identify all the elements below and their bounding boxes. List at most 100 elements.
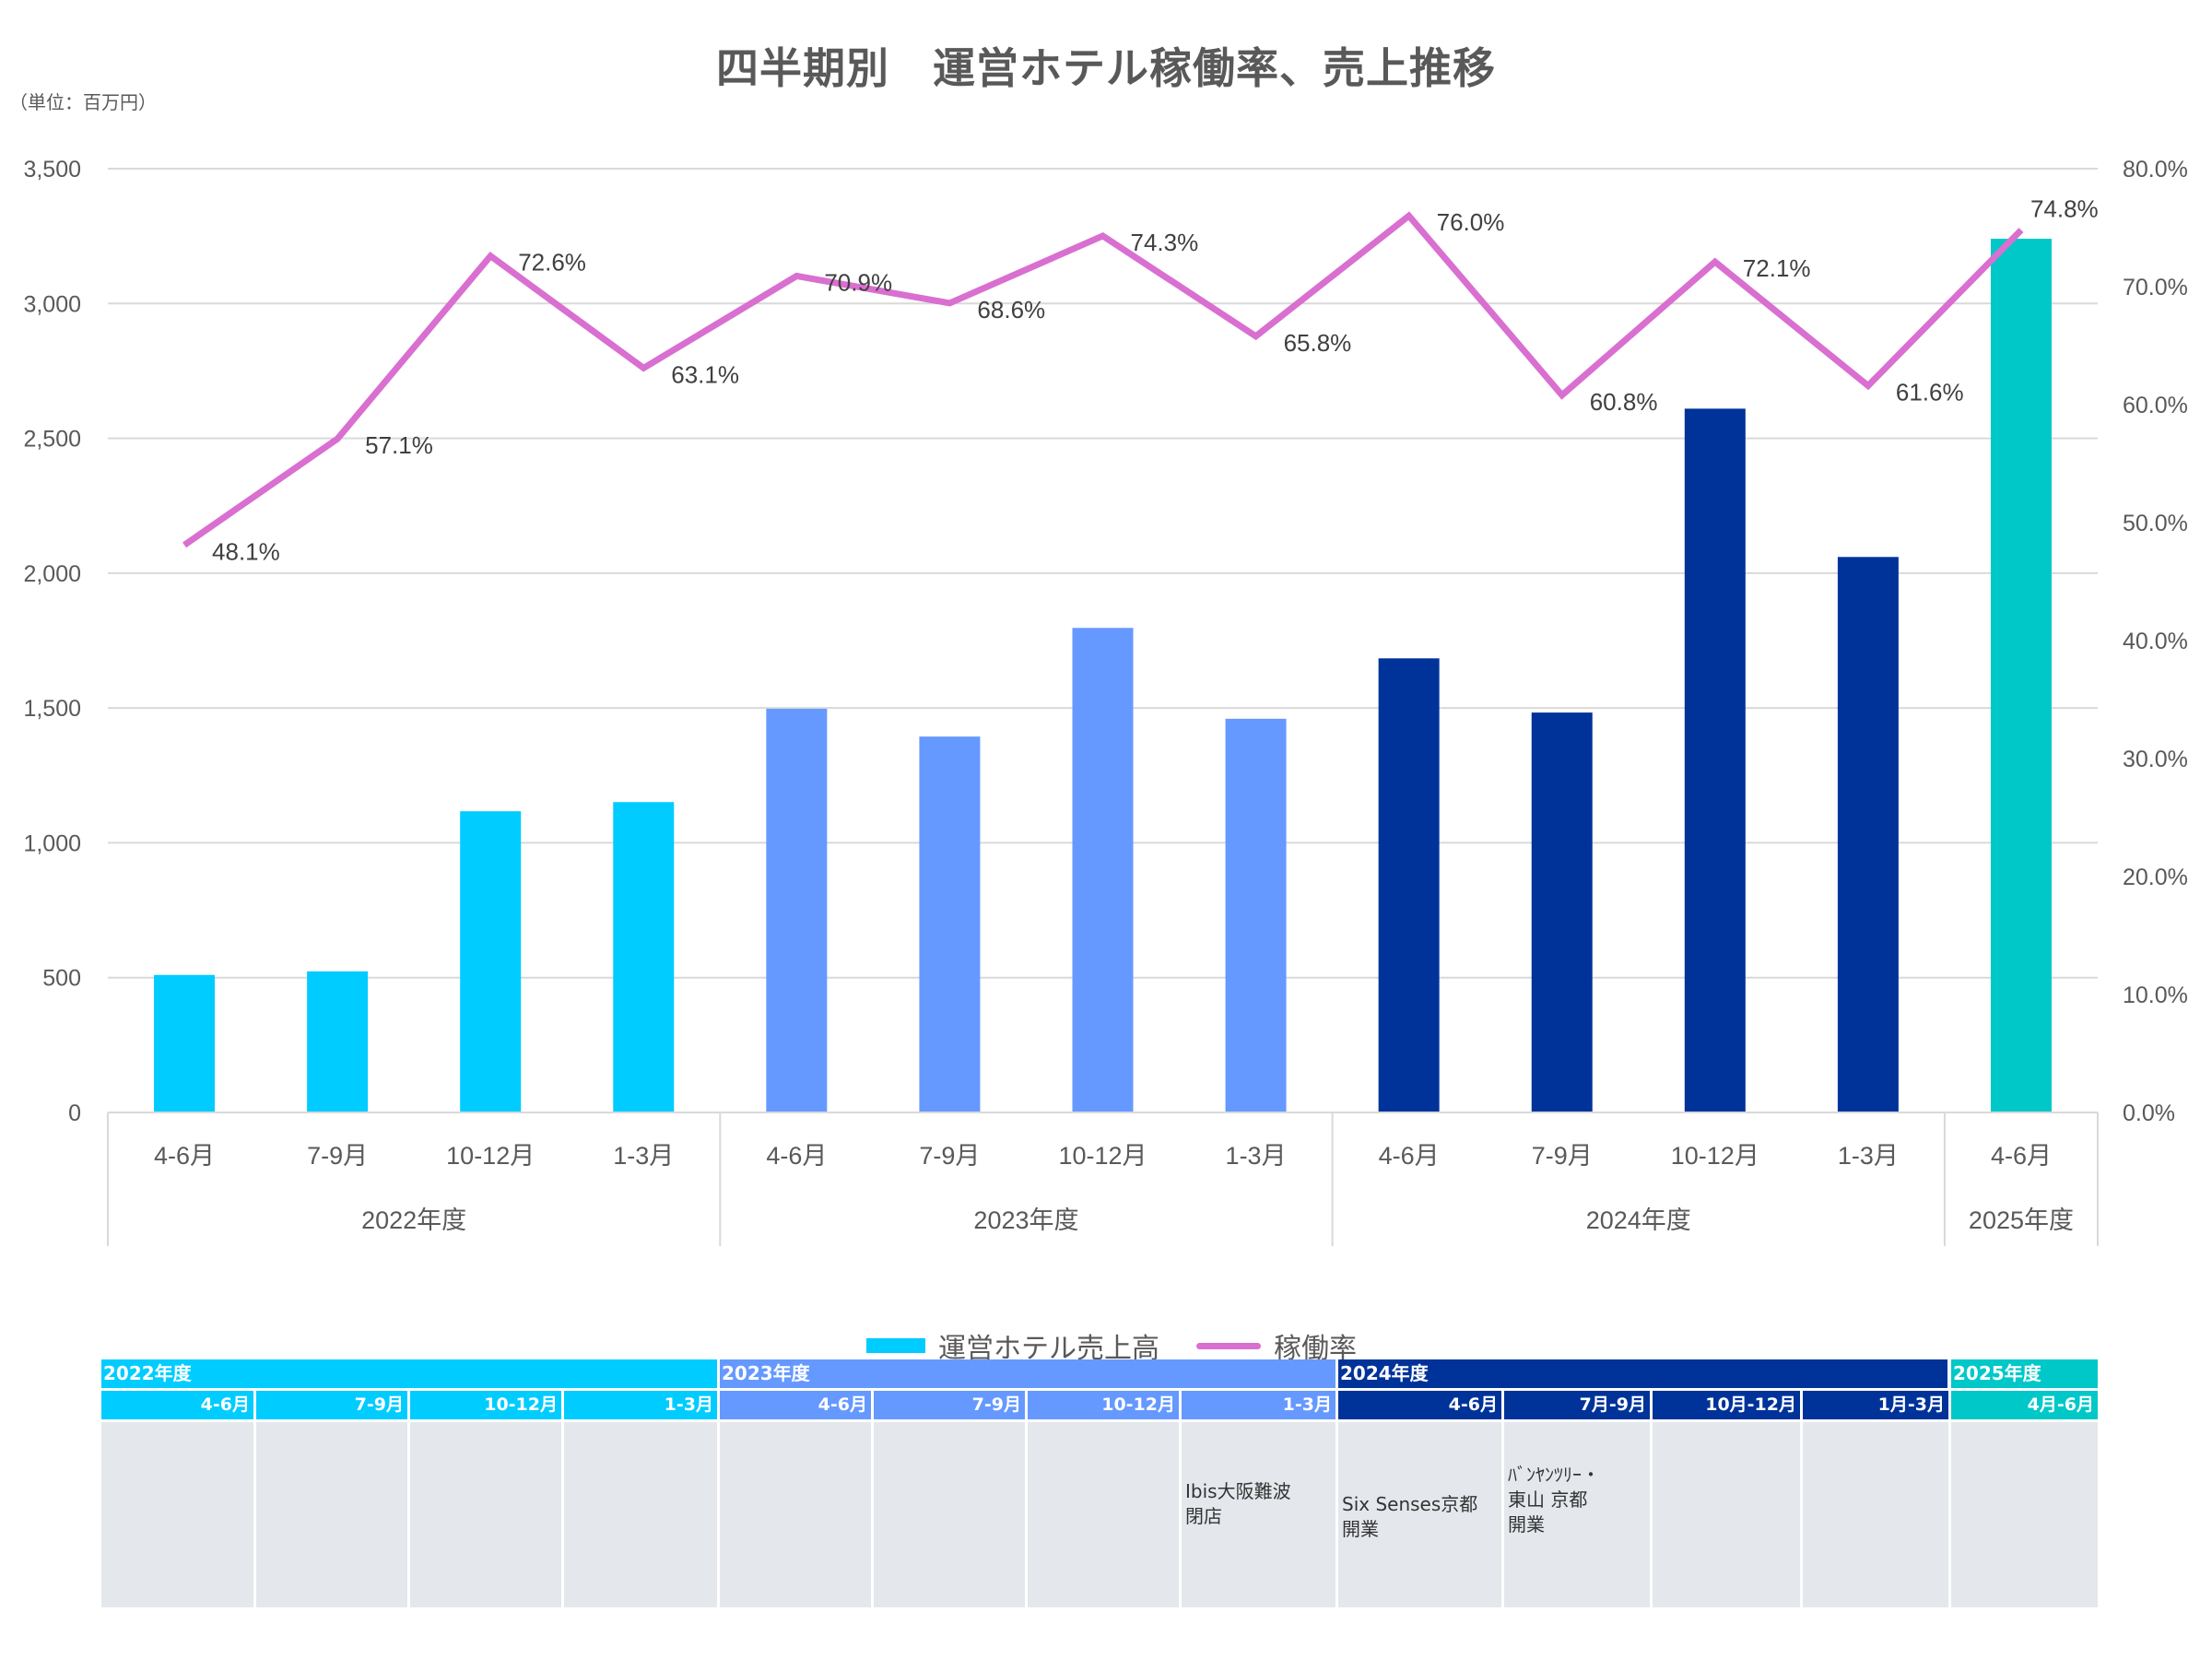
- category-label: 10-12月: [446, 1142, 535, 1170]
- event-note: Six Senses京都 開業: [1342, 1493, 1478, 1540]
- legend: 運営ホテル売上高 稼働率: [866, 1327, 1357, 1365]
- revenue-bar: [154, 974, 216, 1112]
- table-year-header: 2024年度: [1338, 1359, 1947, 1388]
- right-tick-label: 50.0%: [2123, 511, 2188, 536]
- left-tick-label: 2,000: [23, 561, 81, 587]
- table-year-header: 2023年度: [720, 1359, 1335, 1388]
- right-tick-label: 40.0%: [2123, 629, 2188, 654]
- chart-title: 四半期別 運営ホテル稼働率、売上推移: [716, 43, 1496, 93]
- table-event-cell: [720, 1422, 871, 1607]
- occupancy-data-label: 74.3%: [1131, 229, 1199, 256]
- table-quarter-header: 10-12月: [410, 1391, 561, 1419]
- revenue-bar: [766, 709, 828, 1112]
- table-event-cell: [410, 1422, 561, 1607]
- category-label: 1-3月: [1226, 1142, 1287, 1170]
- table-event-cell: [1951, 1422, 2098, 1607]
- category-label: 4-6月: [1991, 1142, 2052, 1170]
- left-tick-label: 3,500: [23, 157, 81, 182]
- occupancy-data-label: 60.8%: [1590, 388, 1658, 416]
- occupancy-line: [182, 211, 2024, 548]
- revenue-bar: [460, 811, 522, 1112]
- occupancy-data-label: 61.6%: [1896, 379, 1964, 406]
- table-year-header: 2022年度: [101, 1359, 717, 1388]
- legend-line-swatch: [1196, 1342, 1261, 1349]
- table-quarter-header: 1月-3月: [1803, 1391, 1948, 1419]
- revenue-bar: [307, 971, 369, 1112]
- left-tick-label: 0: [68, 1100, 81, 1126]
- category-label: 7-9月: [1532, 1142, 1593, 1170]
- table-quarter-header: 1-3月: [1182, 1391, 1335, 1419]
- occupancy-line-path: [182, 211, 2024, 548]
- timeline-table: 2022年度 2023年度 2024年度 2025年度 4-6月 7-9月 10-12月 1-…: [101, 1359, 2098, 1608]
- table-event-cell: ﾊﾞﾝﾔﾝﾂﾘｰ・ 東山 京都 開業: [1504, 1422, 1650, 1607]
- group-label: 2023年度: [973, 1206, 1078, 1234]
- right-tick-label: 30.0%: [2123, 747, 2188, 772]
- table-quarter-header: 4-6月: [1338, 1391, 1501, 1419]
- revenue-bar: [1837, 557, 1899, 1112]
- event-note: Ibis大阪難波 閉店: [1185, 1480, 1291, 1527]
- table-quarter-header: 10月-12月: [1653, 1391, 1800, 1419]
- occupancy-data-label: 57.1%: [365, 431, 433, 459]
- occupancy-data-label: 68.6%: [977, 296, 1045, 324]
- right-tick-label: 80.0%: [2123, 157, 2188, 182]
- revenue-bar: [1684, 408, 1746, 1113]
- group-label: 2022年度: [361, 1206, 466, 1234]
- right-tick-label: 10.0%: [2123, 982, 2188, 1008]
- group-label: 2024年度: [1586, 1206, 1691, 1234]
- table-event-cell: [564, 1422, 717, 1607]
- revenue-bar: [1225, 718, 1287, 1112]
- occupancy-data-label: 63.1%: [671, 360, 739, 388]
- table-quarter-header: 7-9月: [874, 1391, 1025, 1419]
- table-quarter-header: 1-3月: [564, 1391, 717, 1419]
- occupancy-data-label: 65.8%: [1284, 329, 1352, 357]
- revenue-bar: [1072, 628, 1134, 1112]
- category-label: 4-6月: [1379, 1142, 1440, 1170]
- revenue-bar: [919, 736, 981, 1112]
- left-tick-label: 2,500: [23, 427, 81, 453]
- right-tick-label: 20.0%: [2123, 865, 2188, 890]
- right-axis-labels: 0.0% 10.0% 20.0% 30.0% 40.0% 50.0% 60.0% 70.0% 8…: [2123, 157, 2188, 1126]
- category-label: 10-12月: [1671, 1142, 1759, 1170]
- category-label: 4-6月: [766, 1142, 827, 1170]
- table-event-cell: Ibis大阪難波 閉店: [1182, 1422, 1335, 1607]
- revenue-bar: [1531, 712, 1593, 1112]
- table-event-cell: [1803, 1422, 1948, 1607]
- occupancy-data-label: 72.1%: [1743, 254, 1811, 282]
- unit-label: （単位：百万円）: [9, 91, 157, 113]
- category-label: 7-9月: [919, 1142, 980, 1170]
- category-label: 10-12月: [1058, 1142, 1147, 1170]
- category-axis: 4-6月 7-9月 10-12月 1-3月 4-6月 7-9月 10-12月 1-3月 4-6月…: [107, 1112, 2099, 1246]
- occupancy-data-label: 72.6%: [518, 249, 586, 276]
- left-tick-label: 1,500: [23, 696, 81, 722]
- revenue-bar: [1378, 658, 1440, 1112]
- table-event-cell: Six Senses京都 開業: [1338, 1422, 1501, 1607]
- occupancy-data-labels: 48.1% 57.1% 72.6% 63.1% 70.9% 68.6% 74.3% 65.8%…: [212, 195, 2099, 566]
- table-quarter-header: 4月-6月: [1951, 1391, 2098, 1419]
- event-note: ﾊﾞﾝﾔﾝﾂﾘｰ・ 東山 京都 開業: [1508, 1464, 1600, 1535]
- table-quarter-header: 7-9月: [256, 1391, 407, 1419]
- left-tick-label: 3,000: [23, 291, 81, 317]
- table-quarter-header: 10-12月: [1028, 1391, 1179, 1419]
- revenue-bar: [613, 802, 675, 1112]
- occupancy-data-label: 76.0%: [1437, 208, 1505, 236]
- category-label: 7-9月: [307, 1142, 368, 1170]
- right-tick-label: 70.0%: [2123, 275, 2188, 300]
- category-label: 4-6月: [154, 1142, 215, 1170]
- combo-chart: 0 500 1,000 1,500 2,000 2,500 3,000 3,500 0.0% 1…: [23, 157, 2188, 1246]
- left-tick-label: 500: [42, 966, 81, 992]
- table-event-cell: [1028, 1422, 1179, 1607]
- group-label: 2025年度: [1969, 1206, 2074, 1234]
- table-event-cell: [1653, 1422, 1800, 1607]
- table-quarter-header: 4-6月: [101, 1391, 253, 1419]
- table-quarter-header: 4-6月: [720, 1391, 871, 1419]
- left-tick-label: 1,000: [23, 830, 81, 856]
- revenue-bars: [154, 239, 2052, 1113]
- table-year-header: 2025年度: [1951, 1359, 2098, 1388]
- left-axis-labels: 0 500 1,000 1,500 2,000 2,500 3,000 3,500: [23, 157, 81, 1126]
- occupancy-data-label: 48.1%: [212, 537, 280, 565]
- occupancy-data-label: 70.9%: [824, 268, 892, 296]
- category-label: 1-3月: [1838, 1142, 1899, 1170]
- category-label: 1-3月: [613, 1142, 674, 1170]
- right-tick-label: 0.0%: [2123, 1100, 2175, 1126]
- right-tick-label: 60.0%: [2123, 393, 2188, 418]
